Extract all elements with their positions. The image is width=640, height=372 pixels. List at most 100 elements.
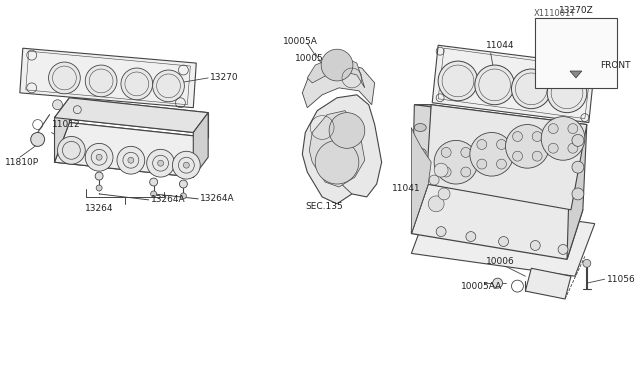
Polygon shape — [193, 113, 208, 177]
Circle shape — [436, 227, 446, 237]
Circle shape — [477, 140, 487, 150]
Ellipse shape — [414, 124, 426, 131]
Polygon shape — [432, 45, 595, 122]
Circle shape — [572, 161, 584, 173]
Circle shape — [329, 113, 365, 148]
Circle shape — [438, 188, 450, 200]
Circle shape — [128, 157, 134, 163]
Circle shape — [150, 178, 157, 186]
Circle shape — [541, 116, 585, 160]
Circle shape — [461, 167, 471, 177]
Circle shape — [470, 132, 513, 176]
Circle shape — [85, 65, 117, 97]
Circle shape — [499, 237, 509, 247]
Circle shape — [568, 124, 578, 134]
Ellipse shape — [414, 148, 426, 156]
Circle shape — [121, 68, 153, 100]
Circle shape — [548, 124, 558, 134]
Text: 11041: 11041 — [392, 185, 420, 193]
Polygon shape — [567, 125, 587, 259]
Circle shape — [316, 140, 359, 184]
Circle shape — [31, 132, 45, 146]
Polygon shape — [412, 200, 595, 276]
Ellipse shape — [414, 173, 426, 181]
Circle shape — [434, 163, 448, 177]
Circle shape — [547, 73, 587, 113]
Text: X111001T: X111001T — [534, 9, 576, 18]
Circle shape — [429, 175, 439, 185]
Circle shape — [434, 140, 478, 184]
Polygon shape — [426, 105, 587, 210]
Circle shape — [583, 259, 591, 267]
Circle shape — [513, 132, 522, 141]
Polygon shape — [412, 128, 431, 234]
Circle shape — [179, 180, 188, 188]
Circle shape — [506, 125, 549, 168]
Polygon shape — [412, 184, 583, 259]
Text: 13270: 13270 — [210, 73, 239, 83]
Circle shape — [173, 151, 200, 179]
Text: 10005A: 10005A — [282, 37, 317, 46]
Polygon shape — [302, 63, 374, 108]
Circle shape — [477, 159, 487, 169]
Circle shape — [548, 143, 558, 153]
Circle shape — [95, 172, 103, 180]
Circle shape — [85, 143, 113, 171]
Circle shape — [568, 143, 578, 153]
Polygon shape — [54, 98, 208, 132]
Circle shape — [150, 191, 157, 197]
Circle shape — [531, 241, 540, 250]
Text: 11044: 11044 — [486, 41, 514, 50]
Circle shape — [497, 140, 506, 150]
Polygon shape — [412, 105, 431, 234]
Text: 10006: 10006 — [486, 257, 515, 266]
Circle shape — [493, 278, 502, 288]
Circle shape — [184, 162, 189, 168]
Circle shape — [321, 49, 353, 81]
Circle shape — [558, 244, 568, 254]
Circle shape — [438, 61, 478, 101]
Circle shape — [441, 167, 451, 177]
Text: 13270Z: 13270Z — [559, 6, 593, 15]
Circle shape — [428, 196, 444, 212]
Text: 10005: 10005 — [296, 54, 324, 62]
Circle shape — [58, 137, 85, 164]
Circle shape — [572, 188, 584, 200]
Circle shape — [511, 69, 551, 109]
Circle shape — [96, 185, 102, 191]
Circle shape — [52, 100, 63, 110]
Polygon shape — [414, 105, 587, 125]
Text: 13264: 13264 — [85, 204, 113, 213]
Polygon shape — [54, 103, 69, 162]
Polygon shape — [525, 268, 571, 299]
Circle shape — [441, 147, 451, 157]
Circle shape — [532, 151, 542, 161]
Circle shape — [475, 65, 515, 105]
Circle shape — [117, 146, 145, 174]
Bar — [535, 19, 616, 88]
Text: 11012: 11012 — [52, 120, 80, 129]
Polygon shape — [570, 71, 582, 78]
Polygon shape — [20, 48, 196, 108]
Circle shape — [96, 154, 102, 160]
Circle shape — [497, 159, 506, 169]
Circle shape — [157, 160, 164, 166]
Text: 11056: 11056 — [607, 275, 636, 284]
Text: FRONT: FRONT — [600, 61, 630, 70]
Polygon shape — [302, 95, 381, 204]
Circle shape — [147, 149, 175, 177]
Text: 10005AA: 10005AA — [461, 282, 502, 291]
Circle shape — [532, 132, 542, 141]
Text: 11810P: 11810P — [5, 158, 39, 167]
Text: 13264A: 13264A — [150, 195, 186, 204]
Circle shape — [461, 147, 471, 157]
Polygon shape — [309, 110, 365, 187]
Text: SEC.135: SEC.135 — [305, 202, 343, 211]
Circle shape — [153, 70, 184, 102]
Circle shape — [466, 232, 476, 241]
Circle shape — [49, 62, 80, 94]
Circle shape — [572, 134, 584, 146]
Polygon shape — [307, 55, 365, 88]
Text: 13264A: 13264A — [200, 195, 235, 203]
Circle shape — [513, 151, 522, 161]
